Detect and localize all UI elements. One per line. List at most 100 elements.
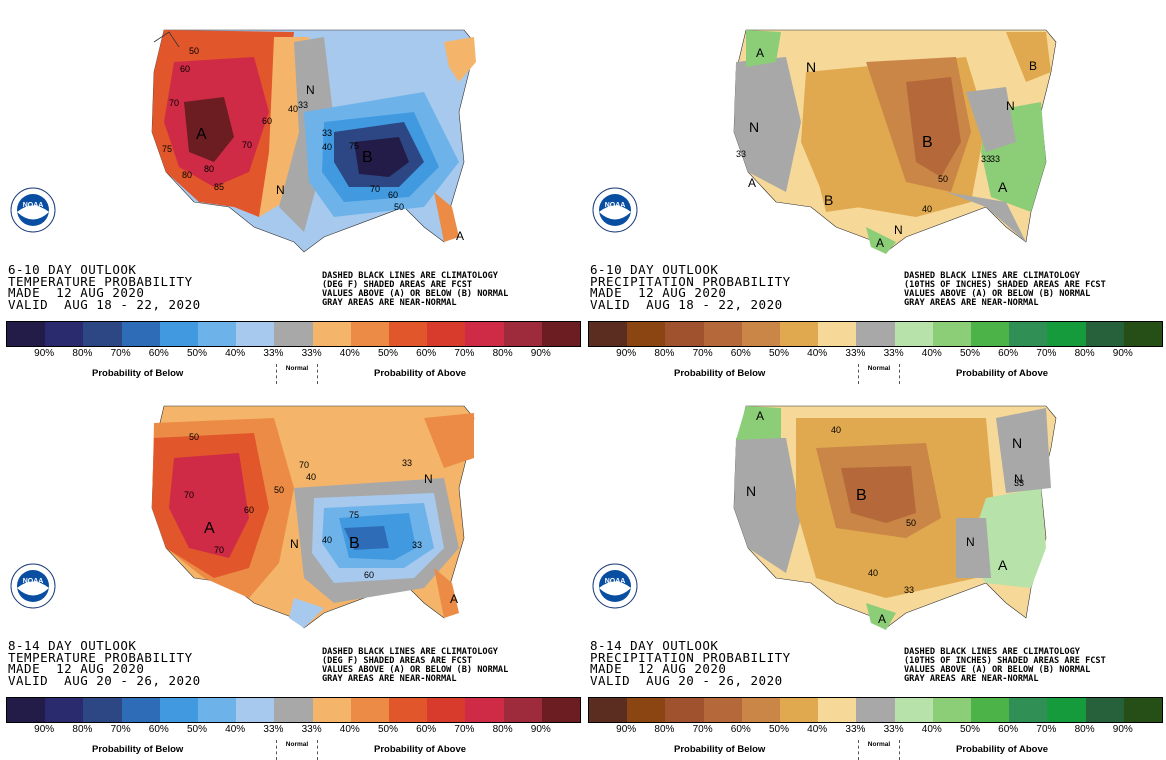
legend-tick-label: 50% <box>186 348 208 359</box>
legend-tick-label: 90% <box>530 348 551 359</box>
map-label: 33 <box>412 540 422 550</box>
note-line: (10THS OF INCHES) SHADED AREAS ARE FCST <box>904 280 1106 290</box>
legend-swatch <box>159 322 199 346</box>
outlook-title: 6-10 DAY OUTLOOK PRECIPITATION PROBABILI… <box>590 264 791 310</box>
map-label: 50 <box>938 174 948 184</box>
legend-tick-label: 50% <box>186 724 208 735</box>
legend-swatch <box>236 322 275 346</box>
legend-tick-label: 60% <box>148 348 169 359</box>
legend-tick-label: 40% <box>225 348 246 359</box>
map-label: 70 <box>242 140 252 150</box>
noaa-logo-text: NOAA <box>23 202 44 209</box>
note-line: GRAY AREAS ARE NEAR-NORMAL <box>904 298 1039 308</box>
legend-tick-label: 40% <box>921 348 942 359</box>
legend-swatch <box>121 698 160 722</box>
note-line: DASHED BLACK LINES ARE CLIMATOLOGY <box>322 647 498 657</box>
note-line: (DEG F) SHADED AREAS ARE FCST <box>322 280 473 290</box>
map-label: 33 <box>904 585 914 595</box>
valid-dates: VALID AUG 18 - 22, 2020 <box>590 296 783 312</box>
map-label: 33 <box>1014 478 1024 488</box>
legend-tick-label: 40% <box>807 724 828 735</box>
caption-above: Probability of Above <box>956 368 1049 379</box>
map-label: 40 <box>922 204 932 214</box>
map-label: 33 <box>402 458 412 468</box>
map-label: 40 <box>306 472 316 482</box>
legend-swatch <box>427 322 466 346</box>
map-label: B <box>1029 59 1037 73</box>
caption-below: Probability of Below <box>92 744 184 755</box>
legend-swatch <box>971 322 1010 346</box>
legend-tick-label: 33% <box>845 348 866 359</box>
legend-ticks: 90% 80% 70% 60% 50% 40% 33% 33% 40% 50% 60% 70% 80% 9… <box>6 348 579 360</box>
map-notes: DASHED BLACK LINES ARE CLIMATOLOGY (10TH… <box>904 648 1106 684</box>
legend-tick-label: 80% <box>1074 724 1095 735</box>
legend-swatch <box>856 322 895 346</box>
legend-tick-label: 50% <box>377 348 399 359</box>
legend-swatch <box>589 698 628 722</box>
legend-swatch <box>703 698 742 722</box>
legend-swatch <box>1009 698 1048 722</box>
legend-tick-label: 70% <box>454 348 475 359</box>
map-label: 50 <box>906 518 916 528</box>
caption-below: Probability of Below <box>674 368 766 379</box>
map-label: 60 <box>364 570 374 580</box>
legend-swatch <box>541 698 581 722</box>
valid-dates: VALID AUG 20 - 26, 2020 <box>590 672 783 688</box>
legend-tick-label: 60% <box>730 724 751 735</box>
legend-tick-label: 33% <box>883 348 904 359</box>
legend-swatch <box>856 698 895 722</box>
legend-tick-label: 80% <box>492 348 513 359</box>
note-line: GRAY AREAS ARE NEAR-NORMAL <box>322 674 457 684</box>
note-line: VALUES ABOVE (A) OR BELOW (B) NORMAL <box>322 289 509 299</box>
legend-swatch <box>7 698 46 722</box>
panel-precip-6-10: A N N B B B N A A A N 33 33 50 40 33 NOA… <box>586 2 1163 384</box>
map-label: 60 <box>244 505 254 515</box>
legend-swatch <box>780 322 819 346</box>
map-label: A <box>748 176 756 190</box>
valid-dates: VALID AUG 18 - 22, 2020 <box>8 296 201 312</box>
map-label: N <box>1012 435 1022 451</box>
map-label: 75 <box>162 144 172 154</box>
legend-swatch <box>312 698 351 722</box>
map-label: 70 <box>184 490 194 500</box>
legend-tick-label: 33% <box>301 348 322 359</box>
legend-tick-label: 60% <box>998 348 1019 359</box>
legend-tick-label: 70% <box>1036 724 1057 735</box>
legend-ticks: 90% 80% 70% 60% 50% 40% 33% 33% 40% 50% 60% 70% 80% 9… <box>588 724 1161 736</box>
legend-swatch <box>83 698 122 722</box>
map-label: A <box>998 557 1008 573</box>
map-label: N <box>276 183 285 197</box>
title-line: 8-14 DAY OUTLOOK <box>590 638 719 653</box>
map-label: N <box>749 119 759 135</box>
map-label: A <box>204 520 215 537</box>
title-line: TEMPERATURE PROBABILITY <box>8 649 193 665</box>
map-label: 50 <box>394 202 404 212</box>
legend-tick-label: 80% <box>72 348 93 359</box>
title-line: PRECIPITATION PROBABILITY <box>590 273 791 289</box>
map-label: 60 <box>262 116 272 126</box>
legend-swatch <box>45 698 84 722</box>
legend-tick-label: 70% <box>110 724 131 735</box>
legend-tick-label: 40% <box>921 724 942 735</box>
legend-tick-label: 90% <box>34 348 55 359</box>
legend-swatch <box>1047 322 1086 346</box>
legend-tick-label: 60% <box>148 724 169 735</box>
legend-tick-label: 90% <box>530 724 551 735</box>
legend-swatch <box>971 698 1010 722</box>
legend-tick-label: 50% <box>768 724 790 735</box>
legend-swatch <box>121 322 160 346</box>
legend-tick-label: 80% <box>654 348 675 359</box>
made-date: MADE 12 AUG 2020 <box>590 661 727 676</box>
legend-tick-label: 40% <box>807 348 828 359</box>
note-line: DASHED BLACK LINES ARE CLIMATOLOGY <box>322 271 498 281</box>
noaa-logo: NOAA <box>10 563 56 609</box>
note-line: (10THS OF INCHES) SHADED AREAS ARE FCST <box>904 656 1106 666</box>
color-legend-bar <box>588 697 1163 723</box>
panel-precip-8-14: A N N B N A A N 40 50 40 33 33 NOAA 8-14… <box>586 378 1163 760</box>
map-label: 50 <box>189 432 199 442</box>
legend-tick-label: 90% <box>616 724 637 735</box>
legend-ticks: 90% 80% 70% 60% 50% 40% 33% 33% 40% 50% 60% 70% 80% 9… <box>588 348 1161 360</box>
legend-tick-label: 90% <box>616 348 637 359</box>
caption-normal: Normal <box>276 364 318 384</box>
legend-swatch <box>1123 698 1163 722</box>
